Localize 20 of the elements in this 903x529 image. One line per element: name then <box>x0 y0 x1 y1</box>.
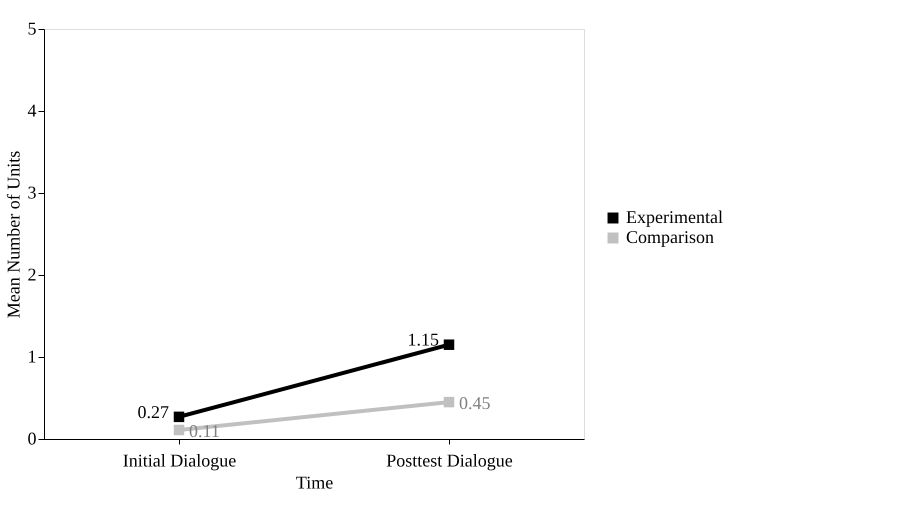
y-tick-label: 2 <box>28 264 36 284</box>
data-label: 0.27 <box>138 402 169 422</box>
x-tick-label: Initial Dialogue <box>122 450 236 470</box>
data-label: 0.11 <box>189 420 220 441</box>
point <box>444 339 454 350</box>
data-label: 0.45 <box>459 393 490 414</box>
point <box>174 424 184 436</box>
x-axis-title: Time <box>296 472 334 492</box>
y-tick-label: 0 <box>28 428 36 448</box>
legend-label: Comparison <box>626 227 714 247</box>
y-tick-label: 1 <box>28 346 36 366</box>
y-tick-label: 3 <box>28 182 36 202</box>
y-tick-label: 4 <box>28 100 36 120</box>
legend-label: Experimental <box>626 207 723 227</box>
point <box>174 412 184 422</box>
data-label: 1.15 <box>408 330 439 350</box>
y-tick-label: 5 <box>28 18 36 38</box>
point <box>444 396 454 408</box>
x-tick-label: Posttest Dialogue <box>386 450 513 470</box>
y-axis-title: Mean Number of Units <box>4 150 24 318</box>
